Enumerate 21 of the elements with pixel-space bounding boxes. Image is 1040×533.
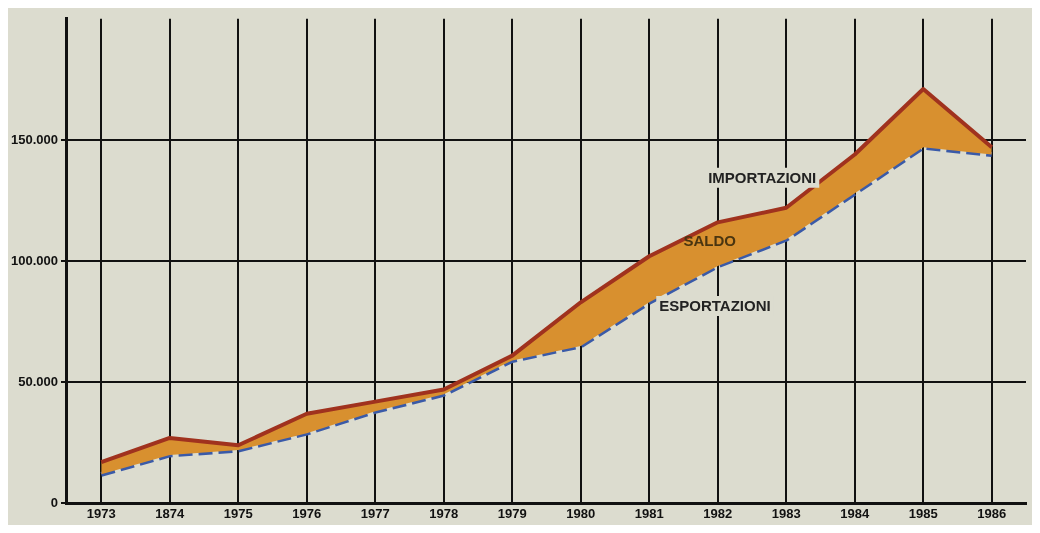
- y-tick-label: 100.000: [10, 252, 58, 268]
- x-tick-label: 1874: [155, 505, 185, 521]
- x-tick-label: 1977: [360, 505, 390, 521]
- series-label: IMPORTAZIONI: [708, 168, 817, 186]
- x-tick-label: 1985: [908, 505, 938, 521]
- x-tick-label: 1979: [497, 505, 527, 521]
- x-tick-label: 1975: [223, 505, 253, 521]
- x-tick-label: 1981: [634, 505, 664, 521]
- x-tick-label: 1976: [292, 505, 322, 521]
- y-tick-label: 0: [50, 494, 58, 510]
- x-tick-label: 1984: [840, 505, 870, 521]
- y-tick-label: 150.000: [10, 131, 58, 147]
- x-tick-label: 1986: [977, 505, 1007, 521]
- series-label: ESPORTAZIONI: [659, 296, 771, 314]
- annotation: SALDO: [683, 232, 737, 250]
- x-tick-label: 1982: [703, 505, 733, 521]
- x-tick-label: 1980: [566, 505, 596, 521]
- x-tick-label: 1973: [86, 505, 116, 521]
- x-tick-label: 1983: [771, 505, 801, 521]
- x-tick-label: 1978: [429, 505, 459, 521]
- y-tick-label: 50.000: [18, 373, 58, 389]
